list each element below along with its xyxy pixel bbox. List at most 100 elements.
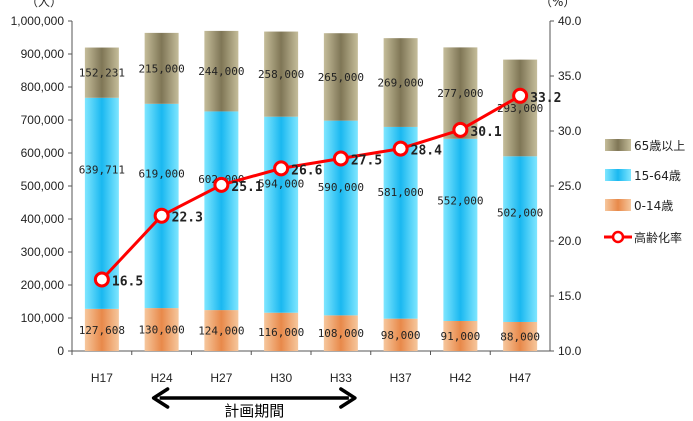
plan-arrow-head-left (151, 387, 170, 409)
bar-value-label: 258,000 (258, 68, 304, 81)
y-left-tick-label: 1,000,000 (11, 14, 65, 28)
bar-value-label: 277,000 (437, 87, 483, 100)
line-value-label: 27.5 (351, 154, 382, 169)
legend-swatch (605, 199, 631, 211)
legend-swatch (605, 169, 631, 181)
line-point (93, 271, 110, 288)
y-right-tick-label: 25.0 (558, 179, 582, 193)
bar-segment-0-14歳 (443, 320, 478, 351)
bar-value-label: 502,000 (497, 207, 543, 220)
legend-label: 65歳以上 (634, 139, 685, 153)
bar-value-label: 265,000 (318, 71, 364, 84)
y-left-unit: （人） (26, 0, 62, 9)
bar-value-label: 244,000 (198, 65, 244, 78)
bar-segment-15-64歳 (144, 103, 179, 309)
line-point (512, 87, 529, 104)
legend-label: 0-14歳 (634, 199, 673, 213)
bar-segment-65歳以上 (84, 47, 119, 98)
y-right-unit: （%） (540, 0, 575, 9)
bar-segment-65歳以上 (503, 59, 538, 157)
y-left-tick-label: 400,000 (21, 212, 65, 226)
line-point (213, 176, 230, 193)
y-right-tick-label: 30.0 (558, 124, 582, 138)
line-point (332, 150, 349, 167)
x-tick-label: H37 (390, 371, 412, 385)
x-tick-label: H47 (509, 371, 531, 385)
bar-segment-0-14歳 (503, 321, 538, 351)
line-value-label: 22.3 (172, 211, 203, 226)
bar-value-label: 594,000 (258, 177, 304, 190)
bar-segment-15-64歳 (264, 116, 299, 313)
line-point (392, 140, 409, 157)
bar-value-label: 552,000 (437, 195, 483, 208)
bar-segment-0-14歳 (204, 310, 239, 351)
bar-segment-65歳以上 (383, 38, 418, 127)
bar-segment-65歳以上 (323, 33, 358, 121)
bar-value-label: 91,000 (441, 330, 481, 343)
bar-value-label: 98,000 (381, 329, 421, 342)
y-right-tick-label: 35.0 (558, 69, 582, 83)
y-left-tick-label: 800,000 (21, 80, 65, 94)
bar-value-label: 269,000 (377, 77, 423, 90)
y-left-tick-label: 100,000 (21, 311, 65, 325)
x-tick-label: H30 (270, 371, 292, 385)
y-left-tick-label: 300,000 (21, 245, 65, 259)
y-right-tick-label: 15.0 (558, 289, 582, 303)
legend-label: 高齢化率 (634, 230, 682, 245)
bar-segment-0-14歳 (383, 318, 418, 351)
bar-segment-15-64歳 (503, 156, 538, 322)
bar-segment-0-14歳 (84, 308, 119, 351)
bar-segment-15-64歳 (204, 111, 239, 311)
line-aging-rate (100, 94, 521, 281)
line-value-label: 26.6 (291, 163, 322, 178)
bar-value-label: 127,608 (79, 324, 125, 337)
y-left-tick-label: 500,000 (21, 179, 65, 193)
y-left-tick-label: 200,000 (21, 278, 65, 292)
y-right-tick-label: 20.0 (558, 234, 582, 248)
plan-period-label: 計画期間 (224, 402, 284, 420)
bar-value-label: 130,000 (138, 324, 184, 337)
bar-value-label: 581,000 (377, 186, 423, 199)
x-tick-label: H42 (449, 371, 471, 385)
bar-segment-0-14歳 (264, 312, 299, 351)
plan-arrow-head-right (339, 387, 357, 409)
line-point (452, 121, 469, 138)
bar-value-label: 293,000 (497, 102, 543, 115)
bar-segment-15-64歳 (323, 120, 358, 316)
line-value-label: 16.5 (112, 275, 143, 290)
bar-segment-65歳以上 (144, 32, 179, 104)
bar-value-label: 619,000 (138, 167, 184, 180)
line-value-label: 25.1 (231, 180, 262, 195)
y-left-tick-label: 0 (57, 344, 64, 358)
bar-value-label: 116,000 (258, 326, 304, 339)
line-value-label: 30.1 (470, 125, 501, 140)
y-left-tick-label: 700,000 (21, 113, 65, 127)
bar-segment-0-14歳 (144, 308, 179, 351)
x-tick-label: H33 (330, 371, 352, 385)
legend-marker (611, 230, 625, 244)
bar-value-label: 88,000 (500, 330, 540, 343)
bar-segment-15-64歳 (443, 138, 478, 321)
y-right-tick-label: 10.0 (558, 344, 582, 358)
bar-segment-65歳以上 (204, 30, 239, 112)
y-right-tick-label: 40.0 (558, 14, 582, 28)
x-tick-label: H24 (151, 371, 173, 385)
line-point (153, 207, 170, 224)
legend-label: 15-64歳 (634, 169, 681, 183)
y-left-tick-label: 600,000 (21, 146, 65, 160)
line-value-label: 28.4 (411, 144, 442, 159)
bar-value-label: 124,000 (198, 325, 244, 338)
bar-segment-0-14歳 (323, 315, 358, 351)
bar-value-label: 108,000 (318, 327, 364, 340)
bar-value-label: 590,000 (318, 181, 364, 194)
line-point (273, 160, 290, 177)
bar-segment-65歳以上 (264, 31, 299, 117)
x-tick-label: H27 (210, 371, 232, 385)
legend-swatch (605, 139, 631, 151)
line-value-label: 33.2 (530, 91, 561, 106)
x-tick-label: H17 (91, 371, 113, 385)
bar-value-label: 639,711 (79, 164, 125, 177)
bar-value-label: 215,000 (138, 62, 184, 75)
